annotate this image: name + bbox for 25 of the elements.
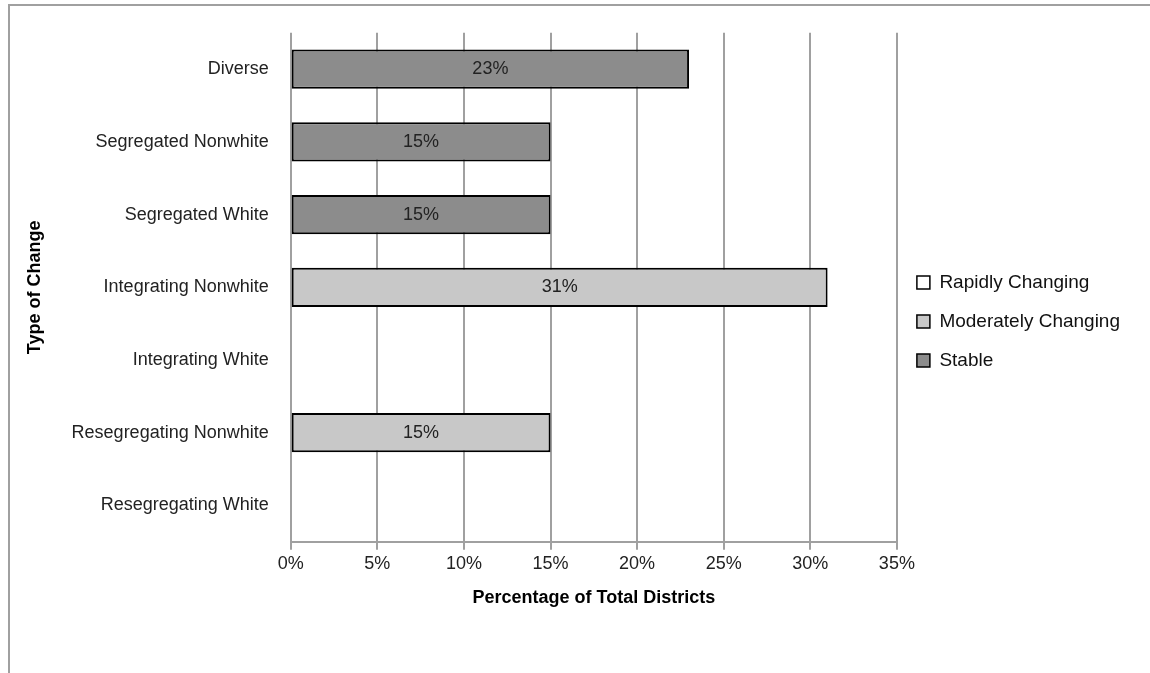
y-tick-label: Segregated White bbox=[124, 203, 269, 224]
x-tick-label: 35% bbox=[878, 552, 915, 573]
data-label: 15% bbox=[403, 203, 440, 224]
legend-label: Stable bbox=[939, 348, 994, 370]
x-tick-label: 0% bbox=[277, 552, 304, 573]
y-axis-title: Type of Change bbox=[23, 220, 44, 355]
y-tick-label: Integrating Nonwhite bbox=[103, 276, 269, 297]
data-label: 31% bbox=[541, 276, 578, 297]
y-tick-label: Segregated Nonwhite bbox=[95, 130, 269, 151]
legend-label: Rapidly Changing bbox=[939, 270, 1090, 292]
y-tick-label: Resegregating White bbox=[100, 494, 269, 515]
x-tick-label: 30% bbox=[792, 552, 829, 573]
legend-label: Moderately Changing bbox=[939, 309, 1121, 331]
x-tick-label: 15% bbox=[532, 552, 569, 573]
x-axis-title: Percentage of Total Districts bbox=[472, 587, 716, 608]
x-tick-label: 25% bbox=[705, 552, 742, 573]
x-tick-label: 20% bbox=[619, 552, 656, 573]
x-tick-label: 5% bbox=[364, 552, 391, 573]
y-tick-label: Resegregating Nonwhite bbox=[71, 421, 269, 442]
x-tick-label: 10% bbox=[445, 552, 482, 573]
y-tick-label: Integrating White bbox=[132, 348, 269, 369]
data-label: 15% bbox=[403, 130, 440, 151]
y-tick-label: Diverse bbox=[207, 58, 269, 79]
data-label: 15% bbox=[403, 421, 440, 442]
data-label: 23% bbox=[472, 58, 509, 79]
